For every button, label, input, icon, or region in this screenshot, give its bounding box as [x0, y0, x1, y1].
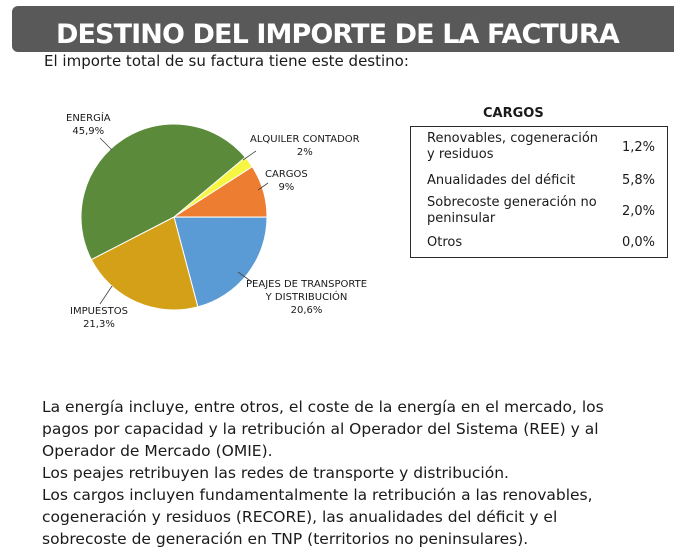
row-value: 1,2% [621, 140, 655, 155]
page-subtitle: El importe total de su factura tiene est… [44, 52, 409, 70]
pie-label-cargos: CARGOS 9% [265, 169, 308, 193]
leader-line-alquiler [242, 150, 257, 161]
row-label: Otros [427, 235, 463, 250]
explanation-line: La energía incluye, entre otros, el cost… [42, 398, 604, 416]
pie-slice-impuestos [90, 216, 199, 311]
row-label: Sobrecoste generación no peninsular [427, 195, 597, 226]
leader-line-peajes [237, 271, 253, 283]
pie-label-energia: ENERGÍA 45,9% [66, 113, 111, 137]
cargos-table-title: CARGOS [483, 106, 544, 121]
leader-line-impuestos [99, 285, 113, 305]
pie-label-peajes: PEAJES DE TRANSPORTE Y DISTRIBUCIÓN 20,6… [246, 279, 368, 316]
title-banner: DESTINO DEL IMPORTE DE LA FACTURA [12, 6, 674, 52]
explanation-line: Los cargos incluyen fundamentalmente la … [42, 486, 593, 504]
explanation-line: cogeneración y residuos (RECORE), las an… [42, 508, 558, 526]
leader-line-cargos [257, 182, 269, 191]
page-title: DESTINO DEL IMPORTE DE LA FACTURA [56, 19, 620, 50]
pie-chart [80, 123, 269, 311]
row-value: 0,0% [621, 235, 655, 250]
explanation-line: Los peajes retribuyen las redes de trans… [42, 464, 509, 482]
pie-slice-peajes [173, 216, 268, 308]
explanation-line: Operador de Mercado (OMIE). [42, 442, 273, 460]
pie-label-impuestos: IMPUESTOS 21,3% [70, 306, 128, 330]
leader-line-energia [99, 137, 113, 151]
row-label: Anualidades del déficit [427, 173, 576, 188]
cargos-table: Renovables, cogeneración y residuos 1,2%… [410, 126, 668, 258]
pie-label-alquiler-contador: ALQUILER CONTADOR 2% [250, 134, 360, 158]
pie-slice-energia [80, 123, 246, 261]
explanation-text: La energía incluye, entre otros, el cost… [42, 396, 662, 550]
explanation-line: sobrecoste de generación en TNP (territo… [42, 530, 529, 548]
row-label: Renovables, cogeneración y residuos [427, 131, 599, 162]
explanation-line: pagos por capacidad y la retribución al … [42, 420, 599, 438]
row-value: 5,8% [621, 173, 655, 188]
row-value: 2,0% [621, 204, 655, 219]
